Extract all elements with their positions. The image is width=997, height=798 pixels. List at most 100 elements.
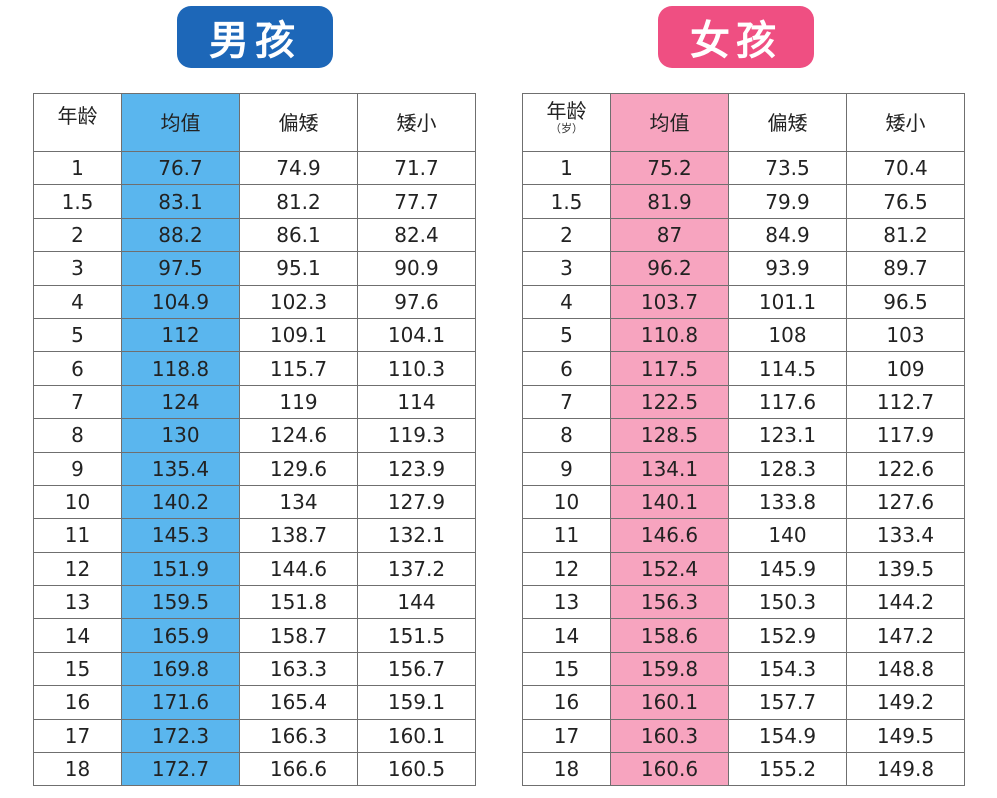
boys-below-cell: 134	[239, 484, 358, 520]
girls-below-cell: 150.3	[728, 585, 847, 620]
boys-below-cell: 124.6	[239, 418, 358, 453]
table-row: 11 145.3 138.7 132.1	[33, 518, 476, 553]
boys-age-cell: 7	[33, 384, 122, 420]
table-row: 9 134.1 128.3 122.6	[522, 451, 965, 486]
boys-below-cell: 165.4	[239, 685, 358, 720]
girls-short-cell: 127.6	[846, 484, 965, 520]
boys-age-cell: 17	[33, 718, 122, 754]
boys-header-row: 年龄 均值 偏矮 矮小	[33, 93, 476, 152]
boys-below-cell: 119	[239, 384, 358, 420]
boys-header-avg: 均值	[121, 93, 240, 152]
girls-avg-cell: 160.6	[610, 752, 729, 787]
boys-below-cell: 138.7	[239, 518, 358, 553]
boys-short-cell: 90.9	[357, 251, 476, 286]
girls-avg-cell: 159.8	[610, 651, 729, 687]
girls-avg-cell: 122.5	[610, 384, 729, 420]
table-row: 12 151.9 144.6 137.2	[33, 551, 476, 587]
girls-avg-cell: 103.7	[610, 284, 729, 319]
boys-table-body: 年龄 均值 偏矮 矮小 1 76.7 74.9 71.7 1.5 83.1 81.2 77.7…	[33, 93, 476, 787]
boys-avg-cell: 118.8	[121, 351, 240, 386]
girls-avg-cell: 117.5	[610, 351, 729, 386]
table-row: 3 97.5 95.1 90.9	[33, 251, 476, 286]
boys-below-cell: 86.1	[239, 217, 358, 253]
girls-short-cell: 112.7	[846, 384, 965, 420]
girls-age-cell: 8	[522, 418, 611, 453]
girls-short-cell: 149.5	[846, 718, 965, 754]
boys-below-cell: 102.3	[239, 284, 358, 319]
boys-age-cell: 14	[33, 618, 122, 653]
girls-below-cell: 101.1	[728, 284, 847, 319]
boys-avg-cell: 171.6	[121, 685, 240, 720]
boys-age-cell: 2	[33, 217, 122, 253]
girls-short-cell: 149.8	[846, 752, 965, 787]
boys-avg-cell: 169.8	[121, 651, 240, 687]
girls-age-cell: 10	[522, 484, 611, 520]
girls-short-cell: 70.4	[846, 150, 965, 186]
girls-avg-cell: 146.6	[610, 518, 729, 553]
table-row: 7 124 119 114	[33, 384, 476, 420]
boys-below-cell: 129.6	[239, 451, 358, 486]
table-row: 3 96.2 93.9 89.7	[522, 251, 965, 286]
boys-short-cell: 119.3	[357, 418, 476, 453]
girls-header-avg: 均值	[610, 93, 729, 152]
boys-short-cell: 104.1	[357, 317, 476, 353]
boys-avg-cell: 124	[121, 384, 240, 420]
table-row: 16 171.6 165.4 159.1	[33, 685, 476, 720]
boys-avg-cell: 112	[121, 317, 240, 353]
boys-below-cell: 163.3	[239, 651, 358, 687]
girls-short-cell: 144.2	[846, 585, 965, 620]
table-row: 1 76.7 74.9 71.7	[33, 150, 476, 186]
girls-avg-cell: 87	[610, 217, 729, 253]
boys-header-below: 偏矮	[239, 93, 358, 152]
boys-age-cell: 11	[33, 518, 122, 553]
table-row: 6 117.5 114.5 109	[522, 351, 965, 386]
boys-short-cell: 159.1	[357, 685, 476, 720]
table-row: 13 156.3 150.3 144.2	[522, 585, 965, 620]
girls-below-cell: 140	[728, 518, 847, 553]
girls-short-cell: 139.5	[846, 551, 965, 587]
boys-age-cell: 12	[33, 551, 122, 587]
girls-age-cell: 3	[522, 251, 611, 286]
table-row: 15 169.8 163.3 156.7	[33, 651, 476, 687]
boys-age-cell: 5	[33, 317, 122, 353]
girls-height-table: 年龄 （岁） 均值 偏矮 矮小 1 75.2 73.5 70.4 1.5 81.9 79.9…	[522, 93, 965, 787]
girls-age-cell: 12	[522, 551, 611, 587]
boys-below-cell: 109.1	[239, 317, 358, 353]
table-row: 15 159.8 154.3 148.8	[522, 651, 965, 687]
boys-below-cell: 95.1	[239, 251, 358, 286]
girls-below-cell: 79.9	[728, 184, 847, 219]
table-row: 14 165.9 158.7 151.5	[33, 618, 476, 653]
boys-short-cell: 71.7	[357, 150, 476, 186]
girls-avg-cell: 128.5	[610, 418, 729, 453]
girls-title: 女孩	[690, 18, 782, 64]
boys-avg-cell: 130	[121, 418, 240, 453]
boys-height-table: 年龄 均值 偏矮 矮小 1 76.7 74.9 71.7 1.5 83.1 81.2 77.7…	[33, 93, 476, 787]
table-row: 10 140.1 133.8 127.6	[522, 484, 965, 520]
girls-age-cell: 5	[522, 317, 611, 353]
boys-age-cell: 18	[33, 752, 122, 787]
boys-age-cell: 10	[33, 484, 122, 520]
girls-short-cell: 109	[846, 351, 965, 386]
table-row: 10 140.2 134 127.9	[33, 484, 476, 520]
girls-age-cell: 17	[522, 718, 611, 754]
girls-header-age-unit: （岁）	[550, 122, 583, 135]
girls-below-cell: 145.9	[728, 551, 847, 587]
boys-header-short: 矮小	[357, 93, 476, 152]
table-row: 8 130 124.6 119.3	[33, 418, 476, 453]
girls-below-cell: 117.6	[728, 384, 847, 420]
boys-avg-cell: 88.2	[121, 217, 240, 253]
boys-below-cell: 115.7	[239, 351, 358, 386]
boys-below-cell: 74.9	[239, 150, 358, 186]
boys-short-cell: 151.5	[357, 618, 476, 653]
boys-avg-cell: 140.2	[121, 484, 240, 520]
boys-short-cell: 77.7	[357, 184, 476, 219]
boys-short-cell: 144	[357, 585, 476, 620]
boys-title-badge: 男孩	[177, 6, 333, 68]
girls-age-cell: 7	[522, 384, 611, 420]
table-row: 14 158.6 152.9 147.2	[522, 618, 965, 653]
table-row: 18 172.7 166.6 160.5	[33, 752, 476, 787]
girls-below-cell: 154.3	[728, 651, 847, 687]
girls-avg-cell: 96.2	[610, 251, 729, 286]
girls-age-cell: 1.5	[522, 184, 611, 219]
boys-short-cell: 123.9	[357, 451, 476, 486]
